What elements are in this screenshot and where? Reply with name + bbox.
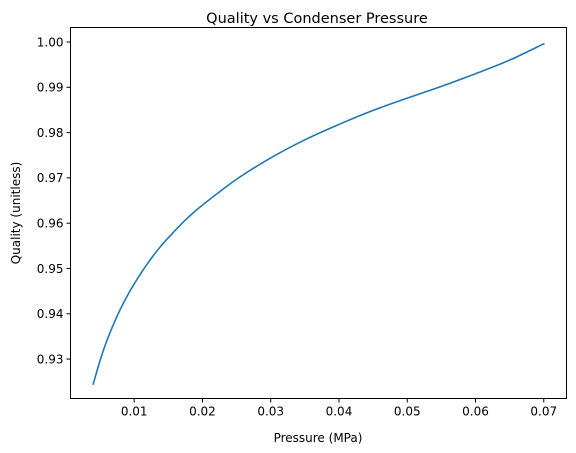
x-tick-label: 0.07 [530, 405, 557, 419]
series-line [92, 42, 545, 385]
y-tick-label: 0.97 [37, 171, 64, 185]
x-tick-label: 0.06 [462, 405, 489, 419]
plot-frame [70, 27, 567, 399]
y-tick-label: 0.95 [37, 262, 64, 276]
x-tick-label: 0.03 [257, 405, 284, 419]
y-tick-label: 0.93 [37, 352, 64, 366]
y-tick-label: 0.99 [37, 81, 64, 95]
y-tick-label: 0.96 [37, 216, 64, 230]
y-axis: 0.93 0.94 0.95 0.96 0.97 0.98 0.99 1.00 [37, 35, 71, 366]
y-tick-label: 0.98 [37, 126, 64, 140]
chart-title: Quality vs Condenser Pressure [206, 11, 428, 27]
y-tick-label: 1.00 [37, 35, 64, 49]
y-axis-label: Quality (unitless) [9, 162, 23, 265]
x-tick-label: 0.04 [326, 405, 353, 419]
x-tick-label: 0.01 [121, 405, 148, 419]
x-axis-label: Pressure (MPa) [274, 431, 363, 445]
x-tick-label: 0.05 [394, 405, 421, 419]
x-axis: 0.01 0.02 0.03 0.04 0.05 0.06 0.07 [121, 398, 557, 419]
y-tick-label: 0.94 [37, 307, 64, 321]
x-tick-label: 0.02 [189, 405, 216, 419]
